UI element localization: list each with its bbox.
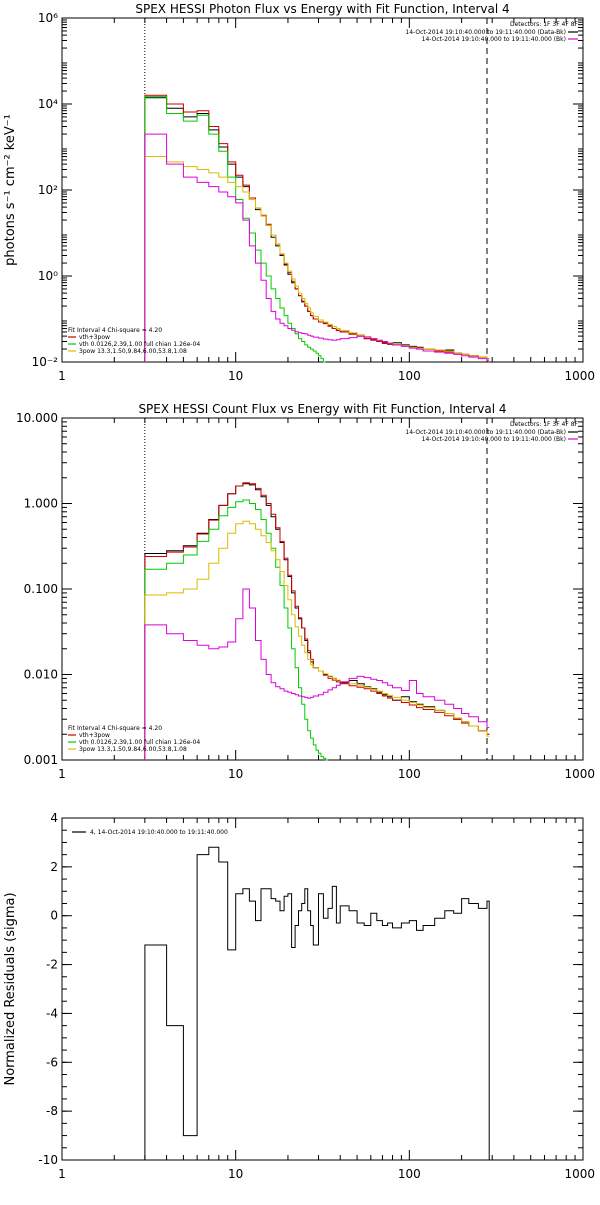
series-line: [144, 133, 490, 362]
legend-entry-label: 14-Oct-2014 19:10:40.000 to 19:11:40.000…: [422, 436, 566, 443]
chart-title: SPEX HESSI Photon Flux vs Energy with Fi…: [135, 2, 509, 16]
series-line: [144, 483, 490, 760]
x-tick-label: 1: [58, 767, 66, 781]
fit-legend-label: 3pow 13.3,1.50,9.84,6.00,53.8,1.08: [79, 746, 187, 753]
x-tick-label: 1000: [564, 369, 595, 383]
fit-legend-label: vth 0.0126,2.39,1.00 full chian 1.26e-04: [79, 739, 200, 746]
y-tick-label: 4: [50, 811, 58, 825]
series-line: [144, 588, 490, 760]
plot-frame: [61, 817, 584, 1161]
y-tick-label: 10⁰: [38, 269, 58, 283]
fit-legend-label: vth+3pow: [79, 732, 110, 739]
series-line: [144, 97, 490, 362]
y-tick-label: 10²: [38, 183, 58, 197]
series-line: [144, 482, 490, 760]
x-tick-label: 1: [58, 1167, 66, 1181]
x-tick-label: 10: [228, 1167, 243, 1181]
fit-legend-header: Fit Interval 4 Chi-square = 4.20: [68, 327, 162, 334]
x-tick-label: 10: [228, 767, 243, 781]
chart-title: SPEX HESSI Count Flux vs Energy with Fit…: [138, 402, 506, 416]
fit-legend-label: 3pow 13.3,1.50,9.84,6.00,53.8,1.08: [79, 348, 187, 355]
series-line: [144, 95, 326, 363]
y-axis-label: Normalized Residuals (sigma): [3, 892, 18, 1085]
x-tick-label: 1000: [564, 1167, 595, 1181]
fit-legend-label: vth+3pow: [79, 334, 110, 341]
y-tick-label: 0: [50, 909, 58, 923]
series-line: [144, 156, 490, 362]
x-tick-label: 100: [398, 369, 421, 383]
series-line: [144, 846, 490, 1160]
y-tick-label: -8: [46, 1104, 58, 1118]
y-tick-label: 1.000: [24, 497, 58, 511]
y-tick-label: 0.100: [24, 582, 58, 596]
y-tick-label: 0.001: [24, 753, 58, 767]
legend-entry-label: 14-Oct-2014 19:10:40.000 to 19:11:40.000…: [422, 36, 566, 43]
legend-entry-label: 14-Oct-2014 19:10:40.000 to 19:11:40.000…: [405, 429, 566, 436]
fit-legend-label: vth 0.0126,2.39,1.00 full chian 1.26e-04: [79, 341, 200, 348]
y-tick-label: 10⁻²: [32, 355, 59, 369]
plot-frame: [61, 417, 584, 761]
y-tick-label: 10.000: [16, 411, 58, 425]
series-line: [144, 520, 490, 760]
y-tick-label: 10⁴: [38, 97, 58, 111]
legend-header: Detectors: 1F 3F 4F 8F: [510, 21, 579, 28]
plot-frame: [61, 17, 584, 363]
y-tick-label: -4: [46, 1006, 58, 1020]
x-tick-label: 1000: [564, 767, 595, 781]
legend-entry-label: 14-Oct-2014 19:10:40.000 to 19:11:40.000…: [405, 29, 566, 36]
series-line: [144, 94, 490, 362]
y-tick-label: 0.010: [24, 668, 58, 682]
legend-header: Detectors: 1F 3F 4F 8F: [510, 421, 579, 428]
x-tick-label: 100: [398, 767, 421, 781]
x-tick-label: 1: [58, 369, 66, 383]
y-tick-label: -10: [38, 1153, 58, 1167]
legend-entry-label: 4, 14-Oct-2014 19:10:40.000 to 19:11:40.…: [90, 829, 228, 836]
y-tick-label: -6: [46, 1055, 58, 1069]
x-tick-label: 10: [228, 369, 243, 383]
y-axis-label: photons s⁻¹ cm⁻² keV⁻¹: [3, 114, 18, 266]
y-tick-label: -2: [46, 958, 58, 972]
series-line: [144, 499, 328, 761]
y-tick-label: 10⁶: [38, 11, 58, 25]
x-tick-label: 100: [398, 1167, 421, 1181]
fit-legend-header: Fit Interval 4 Chi-square = 4.20: [68, 725, 162, 732]
y-tick-label: 2: [50, 860, 58, 874]
